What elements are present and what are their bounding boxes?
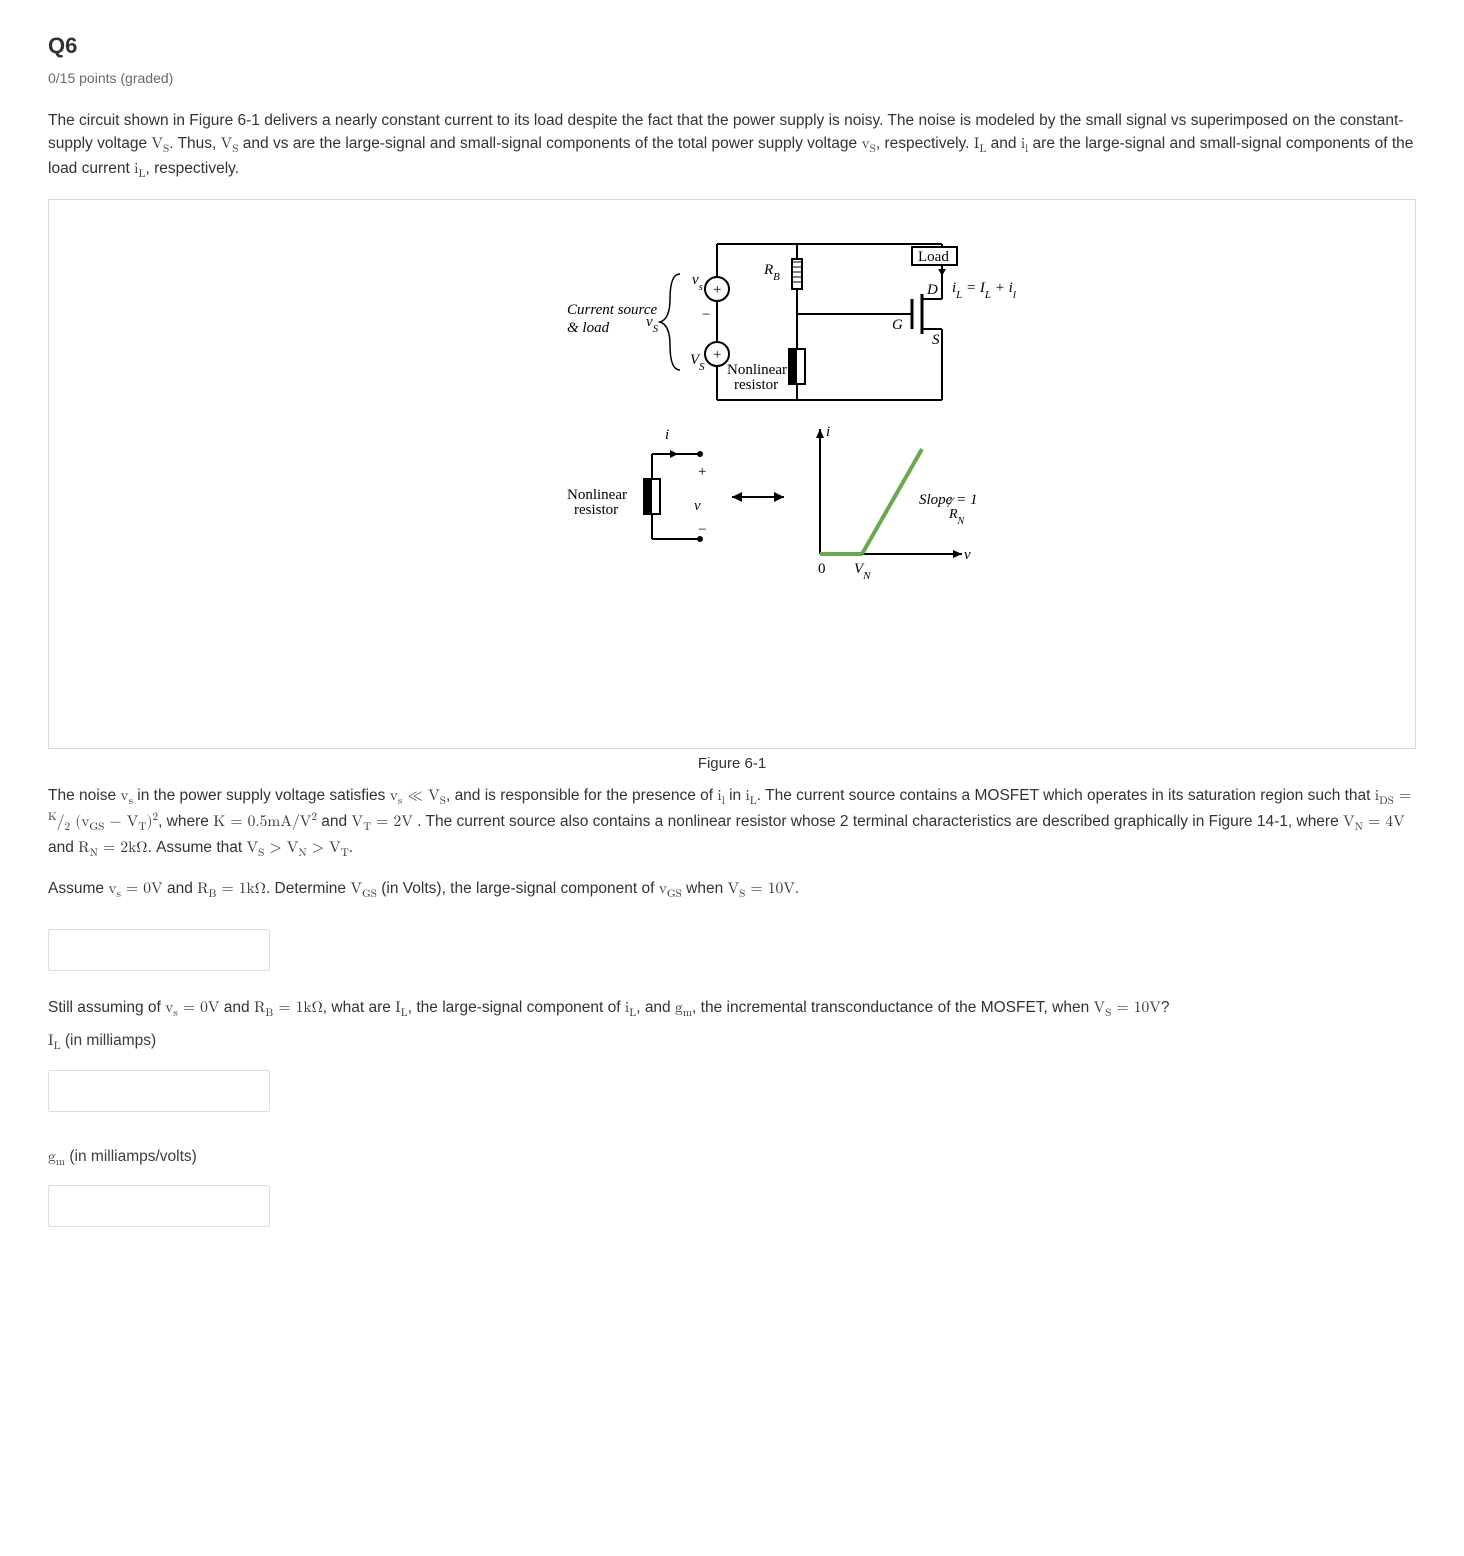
minus-icon: − (702, 307, 710, 323)
question-title: Q6 (48, 30, 1416, 62)
figure-caption: Figure 6-1 (48, 753, 1416, 775)
D-label: D (926, 282, 938, 298)
S-label: S (932, 332, 940, 348)
i-arrow-icon (670, 450, 678, 458)
points-status: 0/15 points (graded) (48, 68, 1416, 88)
i-axis-label: i (826, 424, 830, 440)
IL-input[interactable] (48, 1070, 270, 1112)
VS-large-label: VS (690, 352, 705, 373)
nl-left-label2: resistor (574, 502, 618, 518)
iL-eq-label: iL = IL + il (952, 280, 1016, 301)
plus-icon: + (713, 282, 721, 298)
RB-icon (792, 259, 802, 289)
curr-src-label: Current source (567, 302, 657, 318)
gm-input[interactable] (48, 1185, 270, 1227)
nonlinear-label2: resistor (734, 377, 778, 393)
vs-small-label: vs (692, 272, 703, 293)
body-paragraph: The noise vs in the power supply voltage… (48, 785, 1416, 862)
i-label-left: i (665, 427, 669, 443)
current-arrow-icon (938, 269, 946, 276)
figure-box: Current source & load vS + vs − + VS RB … (48, 199, 1416, 749)
minus-label: − (698, 522, 706, 538)
v-label-left: v (694, 498, 701, 514)
VN-label: VN (854, 561, 871, 582)
nl-left-label1: Nonlinear (567, 487, 627, 503)
nonlinear-label1: Nonlinear (727, 362, 787, 378)
zero-label: 0 (818, 561, 826, 577)
RB-label: RB (763, 262, 780, 283)
vgs-input[interactable] (48, 929, 270, 971)
G-label: G (892, 317, 903, 333)
plus-icon2: + (713, 347, 721, 363)
intro-paragraph: The circuit shown in Figure 6-1 delivers… (48, 110, 1416, 183)
load-text: Load (918, 249, 949, 265)
IL-label: IL (in milliamps) (48, 1030, 1416, 1055)
plus-label: + (698, 464, 706, 480)
v-axis-label: v (964, 547, 971, 563)
slope-label: Slope = 1⁄RN (919, 492, 977, 527)
iv-curve-slope (862, 449, 922, 554)
load-label: & load (567, 320, 610, 336)
prompt2: Still assuming of vs = 0V and RB = 1kΩ, … (48, 997, 1416, 1022)
brace-shape (660, 274, 680, 370)
prompt1: Assume vs = 0V and RB = 1kΩ. Determine V… (48, 878, 1416, 903)
gm-label: gm (in milliamps/volts) (48, 1146, 1416, 1171)
